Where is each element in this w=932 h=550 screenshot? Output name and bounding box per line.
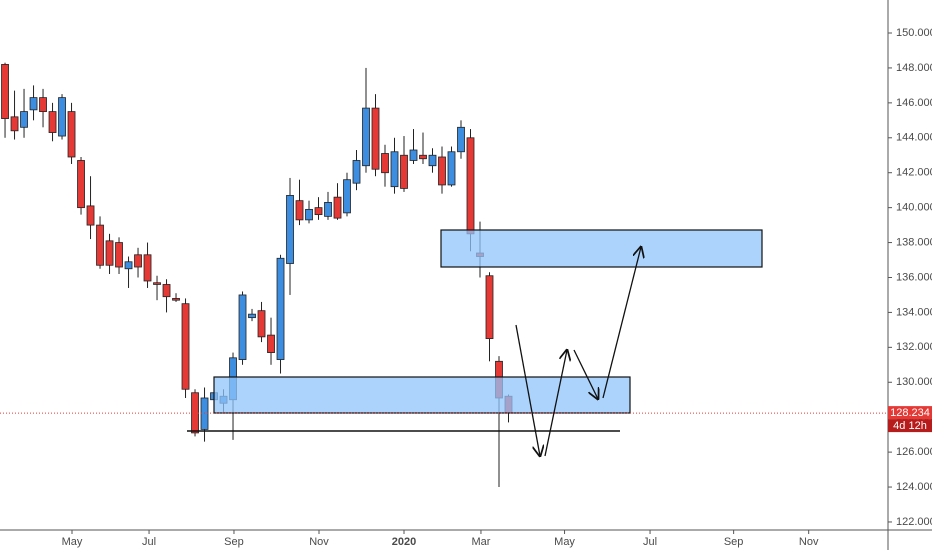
candle-body [134,254,142,268]
x-tick-label: May [554,536,575,548]
candle-body [1,64,9,119]
x-tick-label: Sep [724,536,744,548]
last-price-label: 128.234 [890,407,930,419]
candle-body [162,284,171,298]
arrow [602,247,641,399]
candles [1,62,513,488]
y-tick-label: 144.000 [896,132,932,144]
countdown-label: 4d 12h [893,420,927,432]
candle-body [143,254,152,282]
candle-body [314,207,323,216]
candle-body [352,160,361,184]
y-tick-label: 146.000 [896,97,932,109]
last-price-box [888,406,932,420]
candle-body [390,151,399,188]
candle-body [485,275,494,340]
candle-body [257,310,266,338]
supply-zone [440,229,763,268]
candle-body [248,313,256,319]
candle-body [267,334,275,353]
candle-body [29,97,38,111]
y-tick-label: 150.000 [896,27,932,39]
candle-body [276,257,285,360]
candle-body [428,154,437,167]
candle-body [10,116,19,132]
candle-body [181,303,190,390]
candle-body [324,201,332,217]
y-tick-label: 136.000 [896,271,932,283]
candle-body [86,205,95,226]
x-tick-label: Mar [471,536,490,548]
x-tick-label: Sep [224,536,244,548]
candle-body [286,195,294,264]
y-tick-label: 130.000 [896,376,932,388]
candle-body [58,97,66,137]
candle-body [48,111,57,133]
candle-body [371,107,380,170]
x-tick-label: Jul [142,536,156,548]
y-tick-label: 124.000 [896,481,932,493]
candle-body [172,298,180,301]
candle-body [77,160,85,209]
x-tick-label: Nov [309,536,329,548]
x-tick-label: May [62,536,83,548]
candle-body [153,282,161,285]
candle-body [238,294,247,360]
candle-body [200,397,209,430]
candle-body [333,196,342,219]
candle-body [343,179,351,214]
candle-body [466,137,475,235]
candle-body [447,151,456,186]
candle-body [20,111,28,128]
candle-body [124,261,133,270]
candle-body [438,156,446,186]
candle-body [419,154,427,160]
candle-body [67,111,76,158]
y-tick-label: 122.000 [896,516,932,528]
demand-zone [213,376,631,414]
drawings [187,229,763,457]
y-tick-label: 140.000 [896,202,932,214]
candle-body [305,208,313,221]
x-tick-label: 2020 [392,536,416,548]
candle-body [39,97,47,112]
y-tick-label: 134.000 [896,306,932,318]
arrow [544,350,567,457]
y-tick-label: 138.000 [896,236,932,248]
arrow [515,324,540,456]
x-tick-label: Nov [799,536,819,548]
candle-body [381,153,389,174]
candle-body [457,126,465,153]
candle-body [115,242,123,268]
y-tick-label: 148.000 [896,62,932,74]
y-tick-label: 126.000 [896,446,932,458]
candle-body [105,240,114,266]
x-tick-label: Jul [643,536,657,548]
candle-body [295,200,304,221]
candle-body [409,149,418,161]
candle-body [362,107,370,167]
y-tick-label: 142.000 [896,167,932,179]
countdown-box [888,419,932,433]
arrow [573,349,598,399]
candle-body [400,154,408,189]
y-tick-label: 132.000 [896,341,932,353]
candle-body [96,224,104,266]
